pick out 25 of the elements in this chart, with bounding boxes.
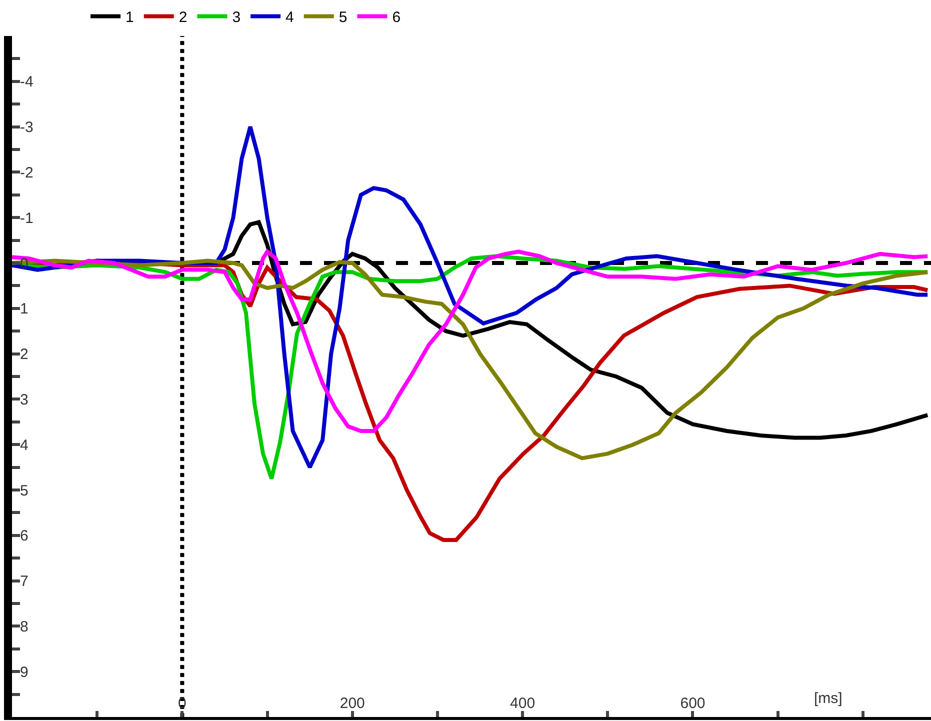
x-tick-label: 600: [680, 695, 706, 712]
y-tick-label: -3: [20, 119, 34, 136]
y-tick-label: -4: [20, 74, 34, 91]
y-tick-label: 8: [20, 618, 28, 636]
line-series: [12, 250, 930, 433]
y-tick-label: 2: [20, 346, 28, 364]
y-tick-label: 3: [20, 391, 28, 408]
y-tick-label: 6: [20, 528, 28, 545]
x-tick-label: 200: [340, 695, 365, 712]
x-tick-label: 400: [510, 695, 536, 712]
legend-label: 3: [232, 9, 241, 26]
legend-label: 6: [392, 9, 401, 26]
x-axis-title: [ms]: [814, 690, 842, 707]
legend-label: 4: [286, 9, 294, 26]
y-tick-label: 4: [20, 436, 28, 454]
y-tick-label: 9: [20, 664, 28, 681]
legend-label: 2: [178, 9, 188, 26]
y-tick-label: 5: [20, 482, 28, 500]
x-tick-label: 0: [178, 695, 186, 712]
y-tick-label: -2: [20, 164, 34, 182]
y-tick-label: -1: [20, 210, 34, 227]
legend-label: 1: [126, 9, 134, 26]
y-tick-label: 1: [20, 300, 28, 318]
y-tick-label: 7: [20, 573, 28, 590]
legend-label: 5: [338, 9, 348, 26]
